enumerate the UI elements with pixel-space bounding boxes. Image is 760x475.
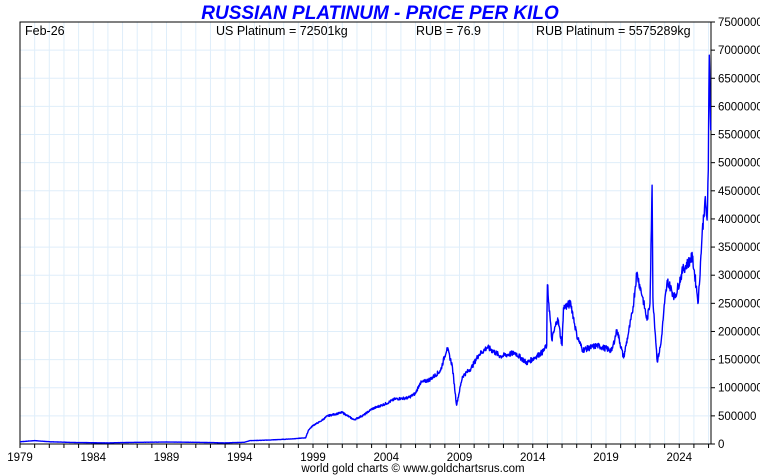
x-tick-label: 2009 — [447, 452, 473, 464]
y-axis: 0 500000 1000000 1500000 2000000 2500000 30000… — [711, 17, 760, 451]
y-tick-label: 1500000 — [718, 355, 760, 367]
header-rub-rate: RUB = 76.9 — [416, 24, 481, 38]
x-tick-label: 1979 — [7, 452, 33, 464]
y-tick-label: 3000000 — [718, 270, 760, 282]
chart-title: RUSSIAN PLATINUM - PRICE PER KILO — [201, 3, 559, 24]
header-us-platinum: US Platinum = 72501kg — [216, 24, 348, 38]
y-tick-label: 3500000 — [718, 242, 760, 254]
y-tick-label: 1000000 — [718, 383, 760, 395]
y-tick-label: 6500000 — [718, 73, 760, 85]
x-tick-label: 1999 — [300, 452, 326, 464]
y-tick-label: 6000000 — [718, 101, 760, 113]
x-tick-label: 1989 — [154, 452, 180, 464]
x-tick-label: 2024 — [666, 452, 692, 464]
x-axis: 1979 1984 1989 1994 1999 2004 2009 2014 2019 2024 — [7, 444, 710, 464]
y-tick-label: 4500000 — [718, 186, 760, 198]
header-rub-platinum: RUB Platinum = 5575289kg — [536, 24, 691, 38]
grid — [20, 22, 711, 444]
x-tick-label: 2004 — [373, 452, 399, 464]
x-tick-label: 2014 — [520, 452, 546, 464]
series-line — [19, 54, 712, 444]
x-tick-label: 1994 — [227, 452, 253, 464]
y-tick-label: 2000000 — [718, 326, 760, 338]
y-tick-label: 5500000 — [718, 130, 760, 142]
y-tick-label: 2500000 — [718, 298, 760, 310]
footer-credit: world gold charts © www.goldchartsrus.co… — [300, 463, 524, 475]
y-tick-label: 7500000 — [718, 17, 760, 29]
x-tick-label: 2019 — [593, 452, 619, 464]
plot-frame — [19, 21, 712, 445]
y-tick-label: 4000000 — [718, 214, 760, 226]
y-tick-label: 7000000 — [718, 45, 760, 57]
header-date: Feb-26 — [25, 24, 65, 38]
y-tick-label: 500000 — [718, 411, 756, 423]
x-tick-label: 1984 — [80, 452, 106, 464]
y-tick-label: 0 — [718, 439, 724, 451]
y-tick-label: 5000000 — [718, 158, 760, 170]
